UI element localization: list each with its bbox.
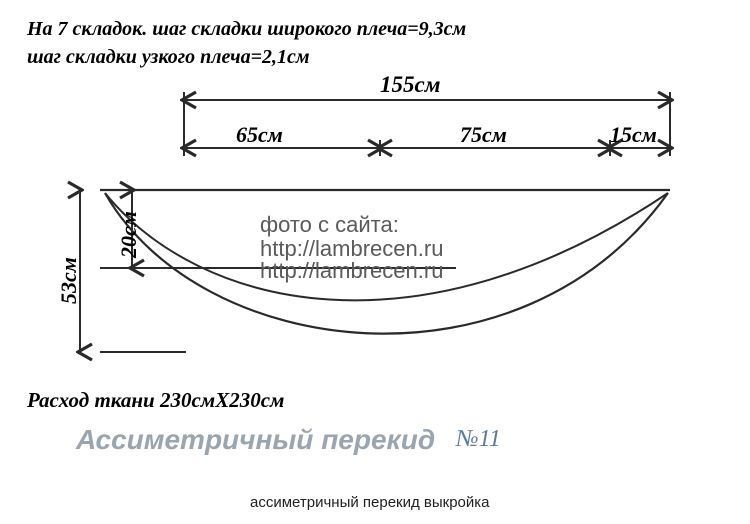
- pattern-title: Ассиметричный перекид: [76, 424, 435, 456]
- label-seg-right: 15см: [610, 122, 657, 148]
- caption-text: ассиметричный перекид выкройка: [250, 494, 490, 511]
- label-height-inner: 20см: [116, 211, 142, 258]
- watermark-line-1: фото с сайта:: [260, 212, 399, 238]
- watermark-line-3: http://lambrecen.ru: [260, 258, 443, 284]
- label-height-full: 53см: [56, 257, 82, 304]
- label-seg-left: 65см: [236, 122, 283, 148]
- label-seg-mid: 75см: [460, 122, 507, 148]
- fabric-usage: Расход ткани 230смХ230см: [27, 388, 284, 413]
- label-top-total: 155см: [380, 72, 440, 98]
- pattern-number: №11: [456, 426, 501, 453]
